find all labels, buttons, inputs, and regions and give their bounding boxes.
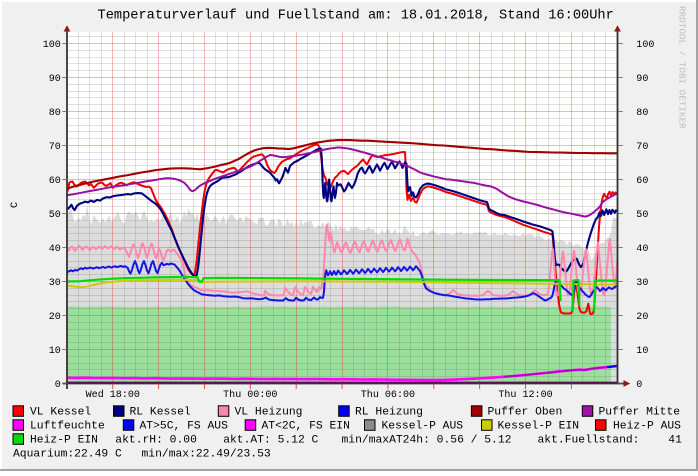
svg-text:Kessel-P EIN: Kessel-P EIN [498,420,580,432]
svg-text:10: 10 [49,346,61,357]
svg-text:AT>5C, FS AUS: AT>5C, FS AUS [140,420,229,432]
svg-text:Wed 18:00: Wed 18:00 [86,389,140,401]
svg-text:70: 70 [636,142,648,153]
svg-text:RRDTOOL / TOBI OETIKER: RRDTOOL / TOBI OETIKER [677,6,688,129]
svg-text:90: 90 [49,74,61,85]
svg-text:0: 0 [636,380,642,391]
svg-text:20: 20 [49,312,61,323]
svg-text:RL Heizung: RL Heizung [355,406,423,418]
svg-text:80: 80 [636,108,648,119]
svg-text:30: 30 [49,278,61,289]
svg-text:Puffer Mitte: Puffer Mitte [599,406,681,418]
svg-text:Kessel-P AUS: Kessel-P AUS [382,420,464,432]
svg-text:0: 0 [55,380,61,391]
svg-text:80: 80 [49,108,61,119]
svg-text:40: 40 [49,244,61,255]
svg-text:30: 30 [636,278,648,289]
svg-text:RL Kessel: RL Kessel [130,406,191,418]
svg-text:20: 20 [636,312,648,323]
svg-text:AT<2C, FS EIN: AT<2C, FS EIN [262,420,350,432]
svg-text:10: 10 [636,346,648,357]
svg-text:70: 70 [49,142,61,153]
svg-text:41: 41 [668,434,682,446]
svg-text:Luftfeuchte: Luftfeuchte [30,420,105,432]
svg-text:Heiz-P EIN: Heiz-P EIN [30,434,98,446]
svg-text:60: 60 [49,176,61,187]
svg-text:Temperaturverlauf und Fuellsta: Temperaturverlauf und Fuellstand am: 18.… [98,9,614,24]
svg-text:C: C [10,202,21,208]
svg-text:akt.rH: 0.00: akt.rH: 0.00 [115,434,197,446]
svg-text:VL Kessel: VL Kessel [30,406,91,418]
svg-text:100: 100 [43,40,61,51]
svg-text:min/maxAT24h: 0.56 / 5.12: min/maxAT24h: 0.56 / 5.12 [342,434,512,446]
svg-text:Aquarium:22.49 C: Aquarium:22.49 C [13,448,122,460]
svg-text:50: 50 [49,210,61,221]
svg-text:akt.Fuellstand:: akt.Fuellstand: [538,434,640,446]
svg-text:50: 50 [636,210,648,221]
svg-text:min/max:22.49/23.53: min/max:22.49/23.53 [142,448,271,460]
svg-text:VL Heizung: VL Heizung [235,406,303,418]
svg-text:60: 60 [636,176,648,187]
svg-text:Thu 06:00: Thu 06:00 [361,389,415,401]
svg-text:90: 90 [636,74,648,85]
svg-text:Thu 12:00: Thu 12:00 [498,389,552,401]
svg-text:Puffer Oben: Puffer Oben [488,406,563,418]
svg-text:Heiz-P AUS: Heiz-P AUS [613,420,681,432]
svg-text:40: 40 [636,244,648,255]
svg-text:Thu 00:00: Thu 00:00 [223,389,277,401]
svg-text:akt.AT: 5.12 C: akt.AT: 5.12 C [223,434,318,446]
svg-text:100: 100 [636,40,654,51]
